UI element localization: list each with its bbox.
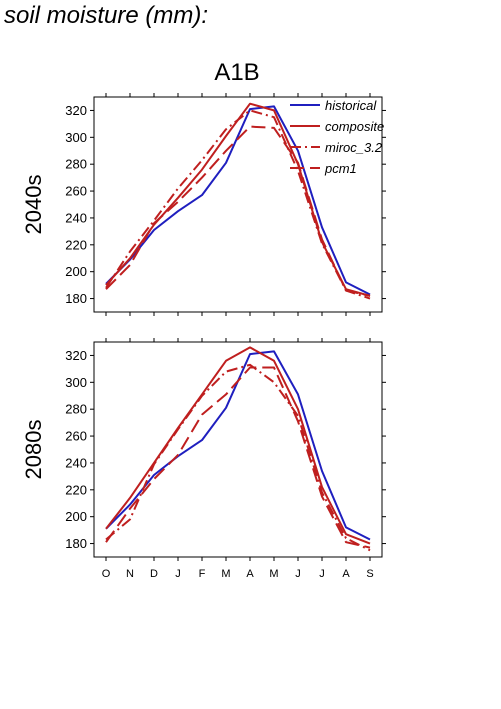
series-line-historical xyxy=(105,105,371,296)
x-tick-label: J xyxy=(319,568,325,580)
legend-label: pcm1 xyxy=(324,161,357,176)
chart-panel-2040s: 180 200 220 240 260 280 300 320 2040s historical c… xyxy=(21,93,386,316)
legend-label: historical xyxy=(325,98,377,113)
y-tick-label: 320 xyxy=(65,103,87,118)
y-tick-label: 180 xyxy=(65,536,87,551)
series-line-miroc_3.2 xyxy=(105,109,371,300)
plot-frame xyxy=(93,341,383,558)
x-tick-label: D xyxy=(150,568,158,580)
y-tick-label: 220 xyxy=(65,237,87,252)
x-tick-label: J xyxy=(295,568,301,580)
x-tick-label: S xyxy=(366,568,373,580)
series-line-composite xyxy=(105,346,371,545)
row-label: 2040s xyxy=(21,175,46,235)
chart-panel-2080s: 180 200 220 240 260 280 300 320 O N D J F M A M J J A S 2080… xyxy=(21,338,386,580)
y-tick-label: 300 xyxy=(65,375,87,390)
series-line-miroc_3.2 xyxy=(105,363,371,552)
figure-title: soil moisture (mm): xyxy=(4,2,209,29)
legend-label: composite xyxy=(325,119,384,134)
x-tick-label: M xyxy=(269,568,278,580)
x-tick-label: N xyxy=(126,568,134,580)
y-tick-label: 220 xyxy=(65,482,87,497)
y-tick-label: 200 xyxy=(65,264,87,279)
y-tick-label: 320 xyxy=(65,348,87,363)
x-tick-label: A xyxy=(342,568,350,580)
series-line-pcm1 xyxy=(105,125,371,297)
x-tick-label: O xyxy=(102,568,111,580)
y-tick-label: 280 xyxy=(65,157,87,172)
panel-title: A1B xyxy=(214,59,259,86)
x-tick-label: M xyxy=(221,568,230,580)
y-tick-label: 300 xyxy=(65,130,87,145)
y-tick-label: 280 xyxy=(65,402,87,417)
plot-frame xyxy=(93,96,383,313)
y-tick-label: 200 xyxy=(65,509,87,524)
y-tick-label: 240 xyxy=(65,455,87,470)
x-tick-label: J xyxy=(175,568,181,580)
x-tick-label: F xyxy=(199,568,206,580)
legend-label: miroc_3.2 xyxy=(325,140,383,155)
row-label: 2080s xyxy=(21,420,46,480)
y-tick-label: 240 xyxy=(65,210,87,225)
legend: historical composite miroc_3.2 pcm1 xyxy=(290,98,384,176)
y-tick-label: 260 xyxy=(65,184,87,199)
x-tick-label: A xyxy=(246,568,254,580)
y-tick-label: 260 xyxy=(65,429,87,444)
y-tick-label: 180 xyxy=(65,291,87,306)
chart-panels: 180 200 220 240 260 280 300 320 2040s historical c… xyxy=(21,93,386,580)
series-line-pcm1 xyxy=(105,366,371,549)
